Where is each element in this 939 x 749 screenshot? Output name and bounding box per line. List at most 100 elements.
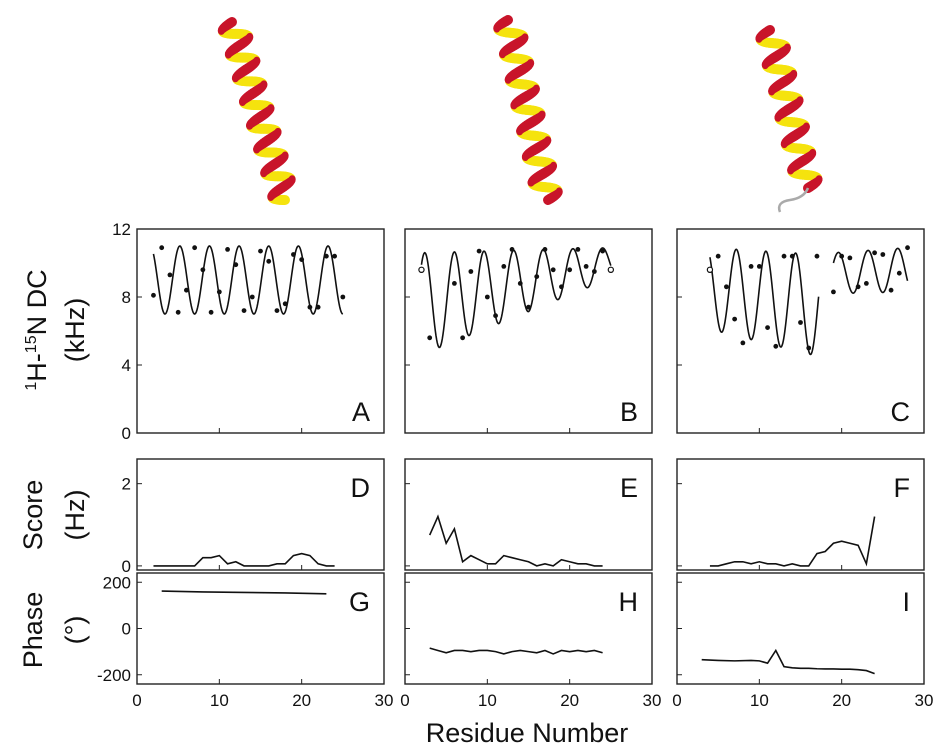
x-tick-label: 20 xyxy=(832,691,851,710)
data-point xyxy=(151,292,156,298)
plot-area xyxy=(151,245,346,315)
helix-image-c xyxy=(755,25,823,213)
data-point xyxy=(591,269,597,274)
data-point xyxy=(192,245,198,251)
y-axis-label-dc-sup1: 1 xyxy=(23,382,40,391)
data-point xyxy=(258,248,263,254)
data-point xyxy=(291,252,296,257)
y-tick-label: 0 xyxy=(122,424,131,443)
open-data-point xyxy=(706,266,714,273)
panel-frame xyxy=(676,458,925,571)
data-point xyxy=(740,340,746,346)
panel-E: E xyxy=(404,458,653,571)
x-tick-label: 0 xyxy=(132,691,141,710)
panel-letter: G xyxy=(349,587,370,617)
x-tick-label: 20 xyxy=(560,691,579,710)
y-axis-label-score: Score xyxy=(18,480,48,551)
x-tick-label: 10 xyxy=(210,691,229,710)
plot-area xyxy=(706,245,910,356)
x-tick-label: 30 xyxy=(915,691,934,710)
data-point xyxy=(225,247,230,252)
x-tick-label: 10 xyxy=(478,691,497,710)
data-point xyxy=(542,247,548,252)
data-point xyxy=(452,281,457,286)
helix-image-a xyxy=(217,17,296,205)
fitted-wave xyxy=(420,247,612,349)
panel-I: 0 10 20 30 I xyxy=(672,572,934,710)
helix-image-b xyxy=(493,15,563,205)
data-point xyxy=(724,284,729,290)
data-point xyxy=(781,253,787,259)
data-point xyxy=(332,253,337,259)
data-point xyxy=(600,248,605,254)
fitted-wave xyxy=(709,248,820,356)
data-point xyxy=(748,264,754,269)
panel-letter: B xyxy=(620,397,638,427)
x-tick-label: 0 xyxy=(400,691,409,710)
fitted-wave xyxy=(832,247,909,294)
helix-ribbon-segment xyxy=(543,193,556,205)
data-point xyxy=(323,253,329,259)
data-point xyxy=(517,281,523,286)
x-tick-label: 20 xyxy=(292,691,311,710)
data-point xyxy=(905,245,910,251)
y-tick-label: -200 xyxy=(97,666,131,685)
x-tick-label: 30 xyxy=(643,691,662,710)
y-tick-label: 12 xyxy=(112,220,131,239)
y-axis-label-dc-sup2: 15 xyxy=(23,335,40,353)
data-point xyxy=(839,253,845,259)
panel-B: B xyxy=(404,228,653,434)
panel-letter: H xyxy=(619,587,639,617)
data-point xyxy=(468,269,474,274)
data-point xyxy=(315,304,321,310)
panel-letter: A xyxy=(352,397,370,427)
y-tick-label: 4 xyxy=(122,356,131,375)
data-point xyxy=(167,272,173,278)
data-point xyxy=(509,247,515,252)
plot-area xyxy=(153,552,335,567)
data-point xyxy=(583,264,589,269)
panel-frame xyxy=(136,228,385,434)
data-point xyxy=(559,284,564,290)
y-axis-label-dc-unit: (kHz) xyxy=(60,298,90,362)
x-tick-label: 10 xyxy=(750,691,769,710)
plot-area xyxy=(709,516,876,567)
data-point xyxy=(880,252,886,257)
data-point xyxy=(249,294,255,300)
panel-C: C xyxy=(676,228,925,434)
data-point xyxy=(756,264,762,269)
panel-frame xyxy=(136,458,385,571)
data-point xyxy=(847,255,853,261)
series-line xyxy=(428,514,603,567)
data-point xyxy=(216,289,222,295)
data-point xyxy=(814,253,820,259)
data-point xyxy=(888,287,894,293)
data-point xyxy=(200,267,206,273)
data-point xyxy=(208,309,214,315)
data-point xyxy=(575,247,581,252)
series-line xyxy=(701,648,875,675)
data-point xyxy=(493,313,498,319)
panel-F: F xyxy=(676,458,925,571)
panel-frame xyxy=(676,228,925,434)
data-point xyxy=(241,308,247,313)
y-axis-label-dc-part4: N DC xyxy=(22,269,52,335)
open-data-point xyxy=(418,266,425,273)
fitted-wave xyxy=(152,245,344,315)
y-axis-label-phase-unit: (°) xyxy=(60,616,90,645)
data-point xyxy=(233,262,239,268)
plot-area xyxy=(428,514,603,567)
y-axis-label-phase: Phase xyxy=(18,592,48,669)
data-point xyxy=(789,253,795,259)
y-tick-label: 8 xyxy=(122,288,131,307)
panel-letter: D xyxy=(351,473,371,503)
plot-area xyxy=(701,648,875,675)
panel-D: 0 2 D xyxy=(122,458,385,576)
panel-letter: E xyxy=(620,473,638,503)
data-point xyxy=(266,258,272,264)
series-line xyxy=(709,516,876,567)
data-point xyxy=(159,245,165,251)
y-tick-label: 2 xyxy=(122,475,131,494)
panel-frame xyxy=(676,572,925,685)
